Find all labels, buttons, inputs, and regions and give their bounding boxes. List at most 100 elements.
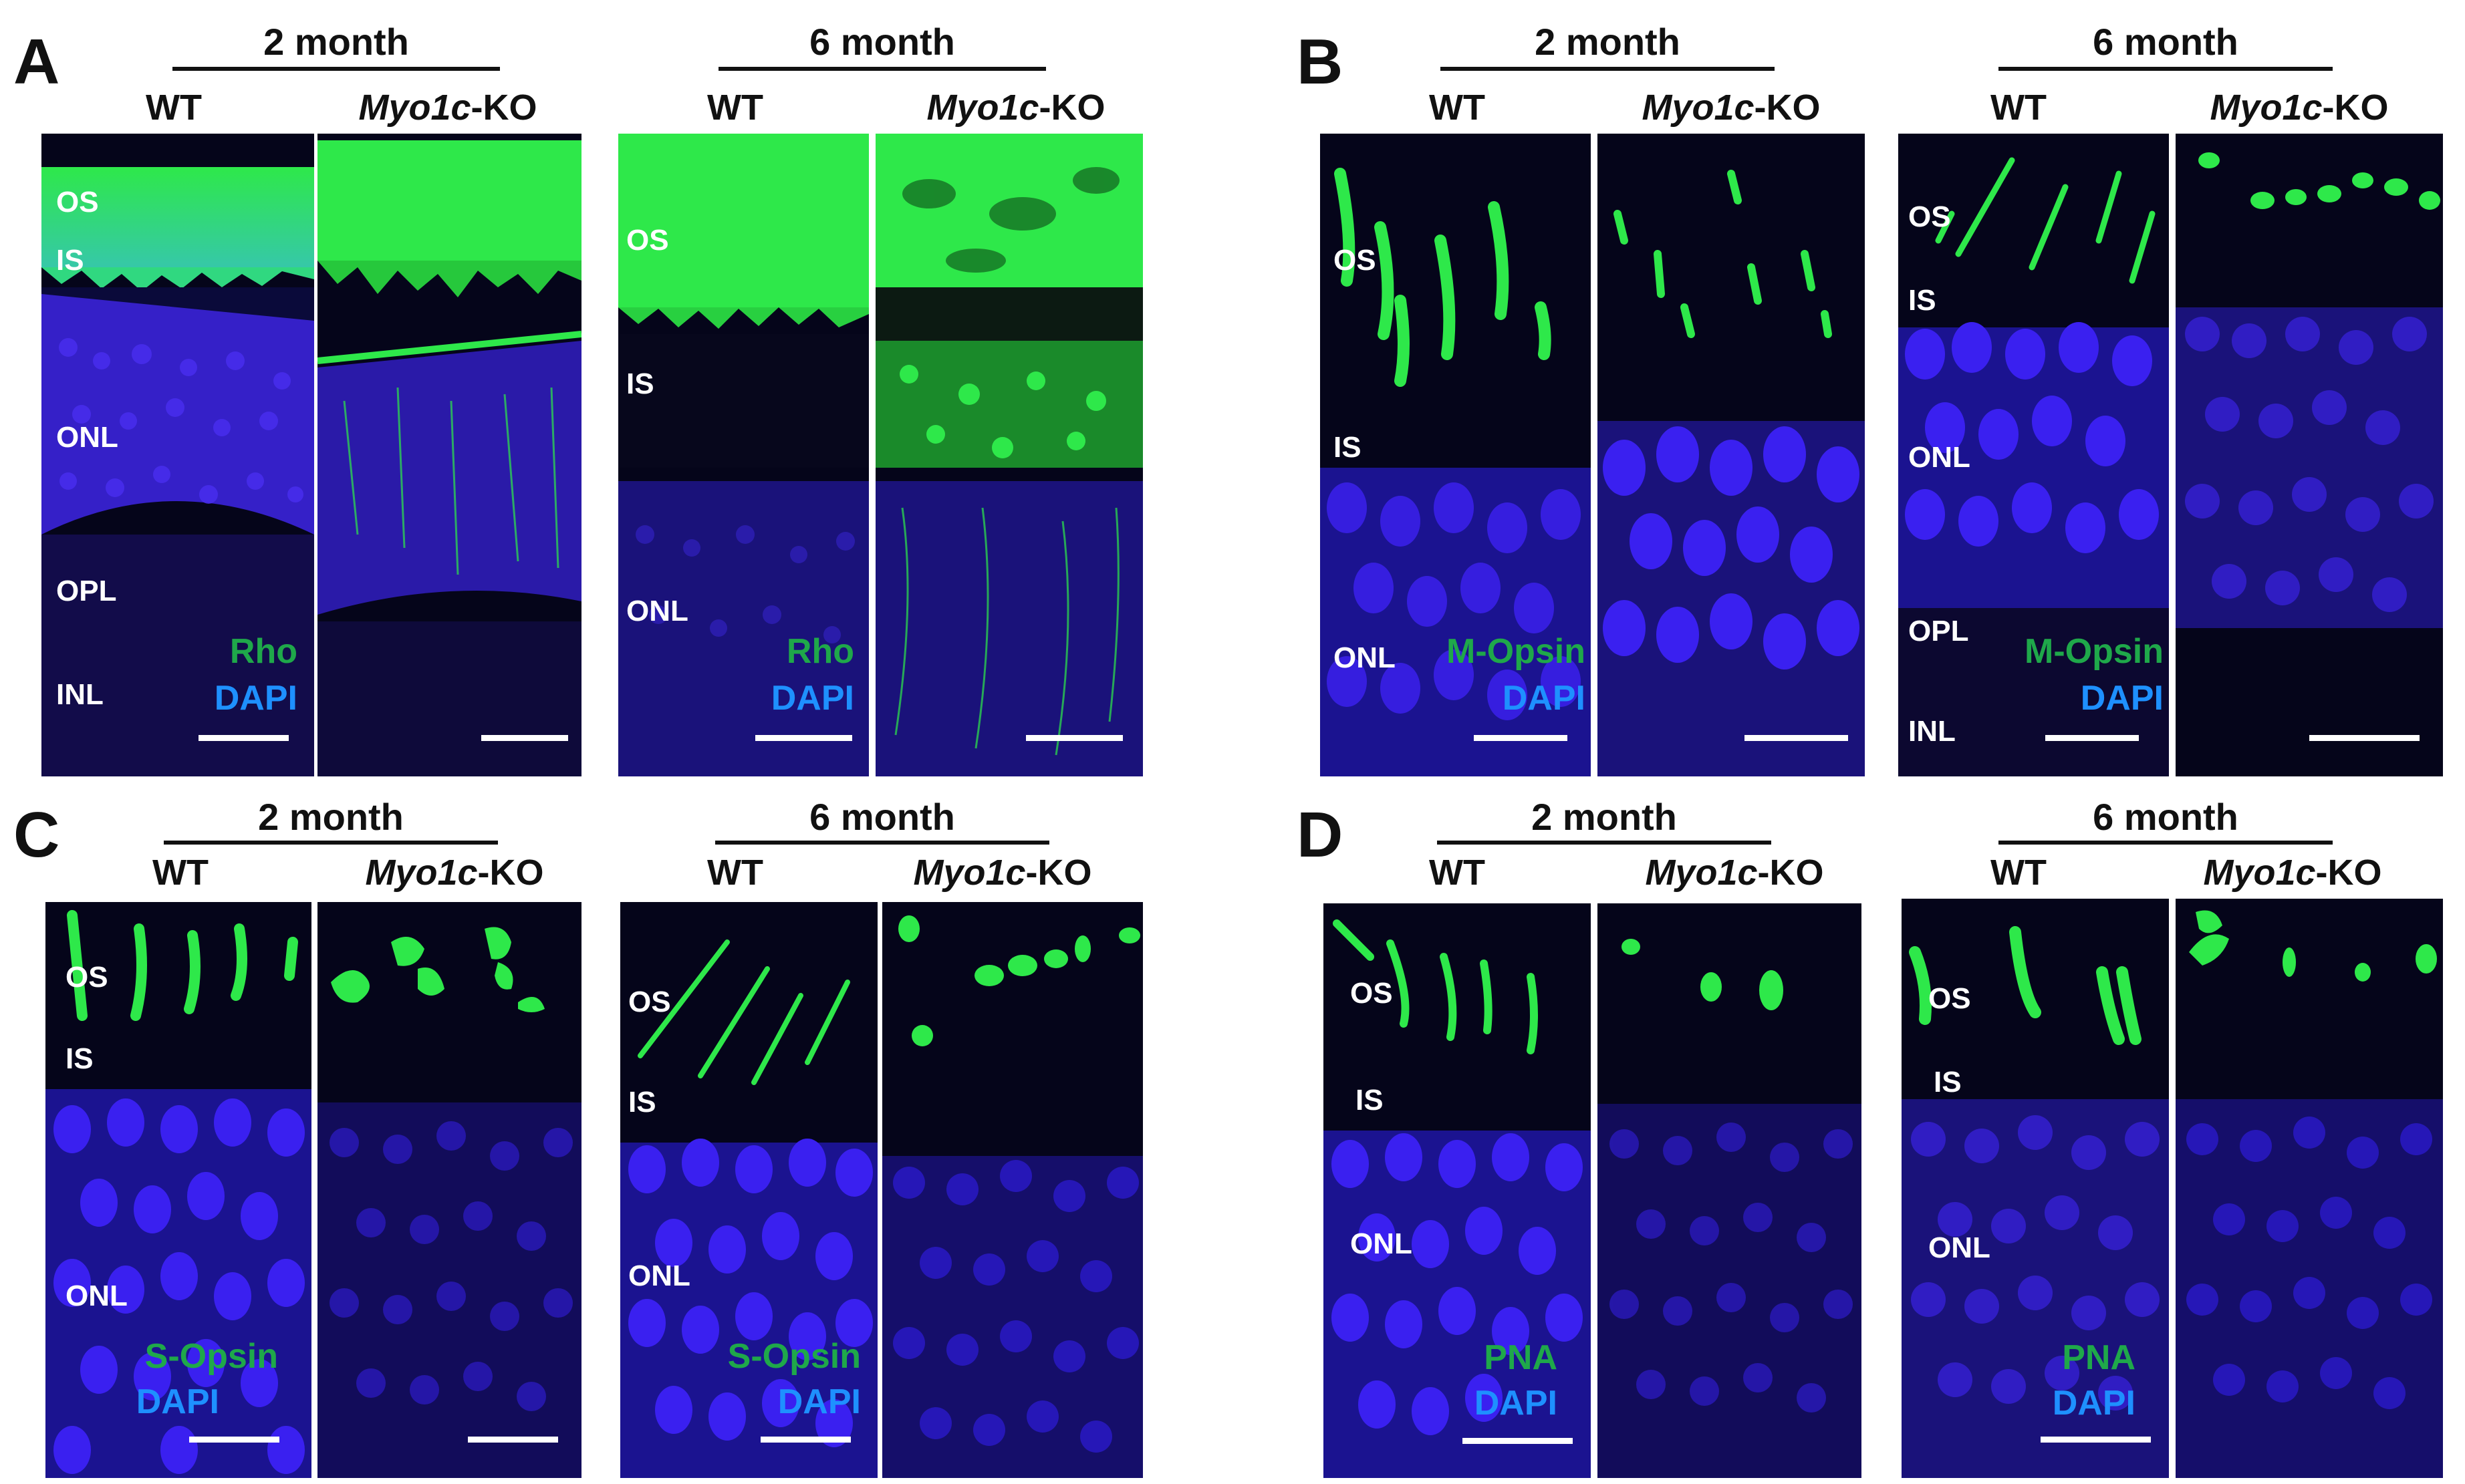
layer-label: ONL [66, 1280, 128, 1312]
layer-label: OS [66, 961, 108, 994]
time-label: 6 month [2093, 21, 2238, 63]
layer-label: IS [626, 367, 654, 400]
stain-label-green: Rho [786, 632, 854, 671]
layer-label: OPL [56, 575, 117, 607]
micrograph-d-wt-2month: OS IS ONL PNA DAPI [1323, 903, 1591, 1478]
time-label: 6 month [2093, 796, 2238, 838]
scale-bar [199, 735, 289, 741]
stain-label-blue: DAPI [771, 679, 854, 718]
layer-label: OS [626, 224, 669, 257]
column-label-ko: Myo1c-KO [1642, 88, 1821, 128]
micrograph-a-wt-2month: OS IS ONL OPL INL Rho DAPI [41, 134, 314, 776]
time-label: 2 month [263, 21, 409, 63]
scale-bar [1026, 735, 1123, 741]
stain-label-blue: DAPI [1474, 1384, 1557, 1423]
stain-label-blue: DAPI [1502, 679, 1585, 718]
micrograph-b-wt-2month: OS IS ONL M-Opsin DAPI [1320, 134, 1591, 776]
layer-label: ONL [1908, 441, 1970, 474]
column-label-ko: Myo1c-KO [2210, 88, 2389, 128]
column-label-wt: WT [707, 88, 763, 128]
layer-label: OS [1333, 244, 1376, 277]
micrograph-c-ko-2month [317, 902, 581, 1478]
scale-bar [1744, 735, 1848, 741]
layer-label: OS [1908, 200, 1951, 233]
layer-label: ONL [1350, 1227, 1412, 1260]
micrograph-c-ko-6month [882, 902, 1143, 1478]
layer-label: INL [1908, 715, 1956, 748]
scale-bar [761, 1437, 851, 1443]
layer-label: IS [628, 1086, 656, 1119]
stain-label-blue: DAPI [136, 1382, 219, 1421]
group-bracket-line [1998, 67, 2333, 71]
micrograph-b-ko-6month [2176, 134, 2443, 776]
layer-label: OS [1928, 982, 1971, 1015]
scale-bar [2041, 1437, 2151, 1443]
stain-label-blue: DAPI [2080, 679, 2164, 718]
layer-label: OS [56, 186, 99, 218]
panel-letter-c: C [13, 799, 60, 871]
column-label-ko: Myo1c-KO [1645, 853, 1824, 893]
stain-label-blue: DAPI [777, 1382, 861, 1421]
scale-bar [1474, 735, 1567, 741]
group-bracket-line [164, 841, 498, 845]
panel-letter-b: B [1297, 26, 1343, 98]
micrograph-c-wt-6month: OS IS ONL S-Opsin DAPI [620, 902, 878, 1478]
group-bracket-line [172, 67, 500, 71]
layer-label: ONL [56, 421, 118, 454]
group-bracket-line [1998, 841, 2333, 845]
column-label-wt: WT [1990, 88, 2047, 128]
layer-label: ONL [628, 1259, 690, 1292]
stain-label-green: PNA [2062, 1338, 2135, 1377]
layer-label: INL [56, 678, 104, 711]
column-label-ko: Myo1c-KO [913, 853, 1092, 893]
layer-label: OS [1350, 977, 1393, 1010]
stain-label-green: S-Opsin [727, 1337, 861, 1376]
column-label-wt: WT [1990, 853, 2047, 893]
stain-label-green: M-Opsin [1446, 632, 1585, 671]
panel-letter-d: D [1297, 799, 1343, 871]
layer-label: ONL [1928, 1231, 1990, 1264]
micrograph-c-wt-2month: OS IS ONL S-Opsin DAPI [45, 902, 311, 1478]
micrograph-b-wt-6month: OS IS ONL OPL INL M-Opsin DAPI [1898, 134, 2169, 776]
stain-label-green: S-Opsin [144, 1337, 278, 1376]
layer-label: OS [628, 986, 671, 1018]
time-label: 2 month [258, 796, 404, 838]
column-label-ko: Myo1c-KO [358, 88, 537, 128]
scale-bar [755, 735, 852, 741]
layer-label: ONL [626, 595, 688, 627]
time-label: 6 month [809, 796, 955, 838]
micrograph-b-ko-2month [1597, 134, 1865, 776]
micrograph-a-wt-6month: OS IS ONL Rho DAPI [618, 134, 869, 776]
column-label-wt: WT [707, 853, 763, 893]
layer-label: IS [66, 1042, 94, 1075]
scale-bar [2045, 735, 2139, 741]
layer-label: IS [1355, 1084, 1384, 1117]
column-label-ko: Myo1c-KO [2203, 853, 2382, 893]
micrograph-d-ko-2month [1597, 903, 1861, 1478]
panel-letter-a: A [13, 26, 60, 98]
column-label-wt: WT [1429, 88, 1485, 128]
time-label: 2 month [1535, 21, 1680, 63]
stain-label-green: M-Opsin [2025, 632, 2164, 671]
group-bracket-line [1437, 841, 1771, 845]
stain-label-blue: DAPI [2052, 1384, 2135, 1423]
stain-label-green: PNA [1484, 1338, 1557, 1377]
scale-bar [189, 1437, 279, 1443]
column-label-ko: Myo1c-KO [926, 88, 1106, 128]
scale-bar [481, 735, 568, 741]
column-label-wt: WT [152, 853, 209, 893]
group-bracket-line [719, 67, 1046, 71]
column-label-ko: Myo1c-KO [365, 853, 544, 893]
layer-label: IS [1934, 1066, 1962, 1098]
micrograph-a-ko-6month [876, 134, 1143, 776]
layer-label: ONL [1333, 641, 1396, 674]
column-label-wt: WT [146, 88, 202, 128]
scale-bar [1462, 1438, 1573, 1444]
group-bracket-line [1440, 67, 1775, 71]
time-label: 6 month [809, 21, 955, 63]
stain-label-green: Rho [229, 632, 297, 671]
layer-label: OPL [1908, 615, 1969, 647]
layer-label: IS [1908, 284, 1936, 317]
column-label-wt: WT [1429, 853, 1485, 893]
time-label: 2 month [1531, 796, 1677, 838]
